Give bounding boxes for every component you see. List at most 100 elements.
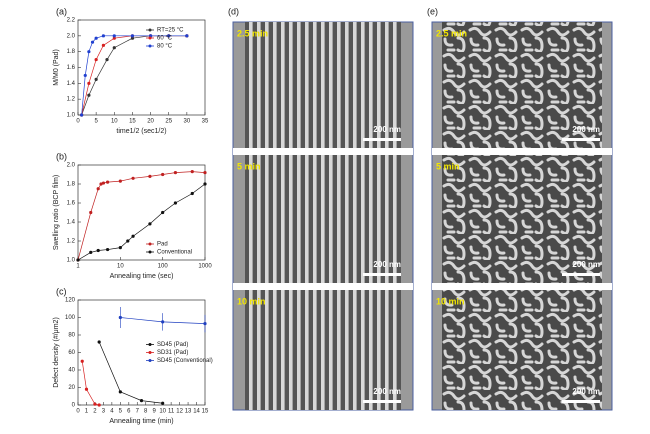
x-tick-label: 20	[147, 119, 154, 125]
y-tick-label: 1.8	[67, 182, 76, 188]
data-point	[126, 239, 130, 243]
legend-marker	[148, 351, 152, 354]
legend-marker	[148, 359, 152, 362]
data-point	[118, 179, 122, 183]
data-point	[173, 201, 178, 205]
data-point	[161, 210, 165, 215]
x-tick-label: 15	[202, 409, 209, 415]
x-tick-label: 14	[193, 409, 200, 415]
data-point	[161, 320, 165, 324]
data-point	[97, 340, 101, 344]
data-point	[105, 247, 110, 252]
x-tick-label: 1	[85, 409, 89, 415]
scale-bar	[562, 400, 600, 403]
micrograph-panel: 2.5 min 200 nm 5 min 200 nm 10 min 200 nm	[232, 21, 414, 411]
y-tick-label: 1.2	[67, 239, 76, 245]
x-tick-label: 13	[185, 409, 192, 415]
data-point	[97, 403, 101, 407]
data-point	[112, 46, 116, 50]
scale-bar	[562, 138, 600, 141]
legend-marker	[148, 343, 152, 346]
scale-label: 200 nm	[572, 387, 600, 396]
y-tick-label: 1.6	[67, 65, 76, 71]
legend-label: 60 °C	[157, 36, 173, 42]
data-point	[130, 36, 135, 40]
y-tick-label: 1.4	[67, 81, 76, 87]
y-tick-label: 80	[68, 333, 75, 339]
time-label: 5 min	[436, 161, 460, 171]
panel-label: (a)	[56, 6, 67, 16]
x-tick-label: 35	[202, 119, 209, 125]
y-tick-label: 20	[68, 385, 75, 391]
x-tick-label: 11	[168, 409, 175, 415]
data-point	[83, 73, 87, 78]
data-point	[87, 50, 91, 54]
legend-label: SD31 (Pad)	[157, 350, 188, 356]
y-axis-title: Swelling ratio (BCP film)	[53, 175, 60, 250]
x-tick-label: 10	[159, 409, 166, 415]
scale-bar	[363, 138, 401, 141]
data-point	[185, 34, 189, 38]
micrograph-panel: 2.5 min 200 nm 5 min 200 nm 10 min 200 nm	[431, 21, 613, 411]
data-point	[94, 57, 98, 62]
y-tick-label: 2.0	[67, 33, 76, 39]
x-tick-label: 9	[153, 409, 157, 415]
y-tick-label: 1.0	[67, 113, 76, 119]
y-tick-label: 1.4	[67, 220, 76, 226]
frame-divider	[233, 283, 413, 290]
frame-divider	[432, 283, 612, 290]
series-line	[98, 341, 163, 404]
scale-bar	[363, 273, 401, 276]
data-point	[101, 34, 105, 38]
data-point	[84, 387, 89, 391]
panel-label: (e)	[427, 6, 438, 16]
worm-pattern	[442, 22, 602, 410]
data-point	[96, 248, 100, 253]
data-point	[173, 171, 178, 175]
data-point	[161, 401, 165, 405]
x-axis-title: Annealing time (min)	[109, 418, 173, 425]
data-point	[203, 182, 207, 186]
legend-marker	[148, 242, 152, 246]
plot-frame	[77, 164, 206, 261]
data-point	[89, 250, 93, 254]
time-label: 10 min	[237, 296, 266, 306]
panel-label: (c)	[56, 286, 67, 296]
legend-marker	[148, 44, 152, 48]
x-tick-label: 15	[129, 119, 136, 125]
stripe-pattern	[245, 22, 401, 410]
legend-marker	[148, 28, 152, 32]
data-point	[89, 210, 93, 215]
data-point	[190, 191, 194, 196]
scale-label: 200 nm	[373, 125, 401, 134]
data-point	[101, 181, 106, 185]
scale-label: 200 nm	[572, 125, 600, 134]
data-point	[94, 77, 98, 81]
legend-label: RT=25 °C	[157, 28, 184, 34]
legend-label: SD45 (Pad)	[157, 342, 188, 348]
legend-marker	[148, 36, 152, 40]
data-point	[203, 322, 207, 326]
data-point	[80, 359, 84, 363]
x-tick-label: 30	[184, 119, 191, 125]
data-point	[99, 182, 103, 186]
y-axis-title: Defect density (#/μm2)	[53, 317, 60, 388]
data-point	[90, 40, 95, 44]
data-point	[139, 399, 144, 403]
x-tick-label: 25	[165, 119, 172, 125]
data-point	[93, 402, 97, 406]
data-point	[167, 34, 171, 38]
data-point	[118, 246, 122, 250]
x-tick-label: 4	[110, 409, 114, 415]
x-tick-label: 10	[111, 119, 118, 125]
y-tick-label: 40	[68, 368, 75, 374]
data-point	[203, 171, 207, 175]
data-point	[96, 187, 100, 191]
x-tick-label: 100	[158, 264, 169, 270]
y-tick-label: 2.2	[67, 18, 76, 24]
data-point	[101, 43, 105, 47]
y-tick-label: 100	[65, 315, 76, 321]
frame-divider	[432, 148, 612, 155]
x-tick-label: 5	[94, 119, 98, 125]
